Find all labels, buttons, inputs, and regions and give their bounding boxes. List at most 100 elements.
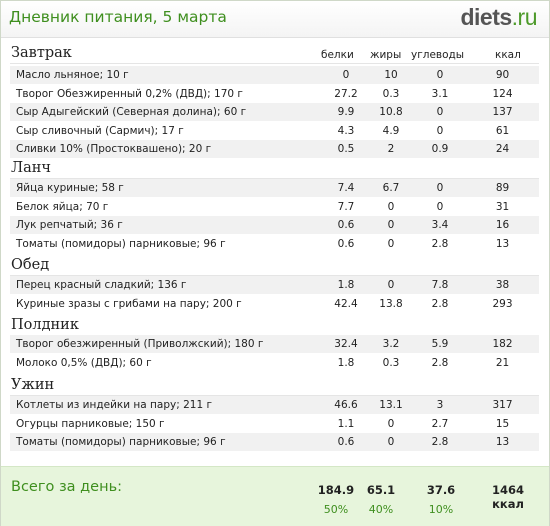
header-bar: Дневник питания, 5 марта diets.ru: [1, 1, 549, 38]
fat-value: 0: [387, 436, 395, 448]
kcal-value: 13: [495, 436, 510, 448]
fat-value: 0: [387, 200, 395, 213]
food-row: Лук репчатый; 36 г 0.6 0 3.4 16: [10, 216, 539, 234]
food-name: Куриные зразы с грибами на пару; 200 г: [16, 297, 242, 310]
kcal-value: 90: [495, 69, 510, 81]
page-title: Дневник питания, 5 марта: [9, 8, 227, 26]
protein-value: 0.6: [337, 237, 355, 250]
protein-value: 0: [342, 69, 350, 81]
kcal-value: 31: [495, 200, 510, 213]
kcal-value: 317: [492, 399, 513, 411]
food-name: Яйца куриные; 58 г: [16, 182, 124, 194]
protein-value: 32.4: [334, 338, 358, 350]
meal-divider: [10, 63, 539, 64]
fat-value: 13.8: [379, 297, 403, 310]
carbs-percent: 10%: [428, 503, 454, 516]
column-header-carbs: углеводы: [411, 49, 465, 61]
carbs-value: 0.9: [431, 143, 449, 155]
carbs-value: 2.7: [431, 417, 449, 430]
total-fat: 65.1: [366, 483, 396, 497]
total-protein: 184.9: [317, 483, 355, 497]
protein-value: 0.6: [337, 436, 355, 448]
meal-title: Ланч: [11, 160, 51, 176]
kcal-value: 24: [495, 143, 510, 155]
food-row: Перец красный сладкий; 136 г 1.8 0 7.8 38: [10, 276, 539, 294]
kcal-value: 89: [495, 182, 510, 194]
food-name: Белок яйца; 70 г: [16, 200, 109, 213]
fat-value: 10.8: [379, 106, 403, 118]
food-row: Творог обезжиренный (Приволжский); 180 г…: [10, 335, 539, 353]
kcal-value: 61: [495, 124, 510, 137]
kcal-value: 16: [495, 219, 510, 231]
carbs-value: 2.8: [431, 237, 449, 250]
food-name: Перец красный сладкий; 136 г: [16, 279, 187, 291]
food-name: Сливки 10% (Простоквашено); 20 г: [16, 143, 212, 155]
protein-value: 1.8: [337, 356, 355, 369]
site-logo[interactable]: diets.ru: [460, 4, 537, 31]
kcal-value: 38: [495, 279, 510, 291]
fat-value: 0: [387, 417, 395, 430]
kcal-value: 15: [495, 417, 510, 430]
fat-value: 3.2: [382, 338, 400, 350]
food-name: Масло льняное; 10 г: [16, 69, 129, 81]
total-kcal: 1464 ккал: [491, 483, 524, 511]
protein-value: 0.5: [337, 143, 355, 155]
logo-tld: .ru: [511, 4, 538, 30]
protein-value: 42.4: [334, 297, 358, 310]
food-row: Молоко 0,5% (ДВД); 60 г 1.8 0.3 2.8 21: [10, 354, 539, 372]
meal-divider: [10, 395, 539, 396]
food-row: Сыр Адыгейский (Северная долина); 60 г 9.…: [10, 103, 539, 121]
protein-value: 1.1: [337, 417, 355, 430]
meal-title: Обед: [11, 257, 50, 273]
column-header-kcal: ккал: [495, 49, 521, 61]
protein-value: 7.4: [337, 182, 355, 194]
food-row: Белок яйца; 70 г 7.7 0 0 31: [10, 198, 539, 216]
kcal-value: 13: [495, 237, 510, 250]
fat-value: 0: [387, 279, 395, 291]
food-name: Томаты (помидоры) парниковые; 96 г: [16, 436, 226, 448]
carbs-value: 2.8: [431, 356, 449, 369]
food-name: Сыр сливочный (Сармич); 17 г: [16, 124, 184, 137]
carbs-value: 3.1: [431, 87, 449, 100]
food-row: Творог Обезжиренный 0,2% (ДВД); 170 г 27.…: [10, 85, 539, 103]
food-name: Котлеты из индейки на пару; 211 г: [16, 399, 212, 411]
total-carbs: 37.6: [426, 483, 456, 497]
meal-title: Полдник: [11, 317, 79, 333]
fat-value: 2: [387, 143, 395, 155]
carbs-value: 3: [436, 399, 444, 411]
carbs-value: 2.8: [431, 436, 449, 448]
meal-title: Ужин: [11, 377, 55, 393]
daily-totals: Всего за день: 184.9 65.1 37.6 1464 ккал…: [1, 466, 549, 526]
carbs-value: 7.8: [431, 279, 449, 291]
food-name: Лук репчатый; 36 г: [16, 219, 123, 231]
fat-value: 0: [387, 237, 395, 250]
meal-title: Завтрак: [11, 45, 72, 61]
kcal-value: 21: [495, 356, 510, 369]
food-name: Сыр Адыгейский (Северная долина); 60 г: [16, 106, 247, 118]
carbs-value: 5.9: [431, 338, 449, 350]
meal-divider: [10, 178, 539, 179]
protein-value: 46.6: [334, 399, 358, 411]
kcal-value: 182: [492, 338, 513, 350]
protein-percent: 50%: [323, 503, 349, 516]
food-row: Огурцы парниковые; 150 г 1.1 0 2.7 15: [10, 415, 539, 433]
food-row: Сливки 10% (Простоквашено); 20 г 0.5 2 0.9 2…: [10, 140, 539, 158]
food-row: Томаты (помидоры) парниковые; 96 г 0.6 0 2.…: [10, 433, 539, 451]
food-row: Масло льняное; 10 г 0 10 0 90: [10, 66, 539, 84]
carbs-value: 0: [436, 182, 444, 194]
kcal-value: 137: [492, 106, 513, 118]
fat-value: 6.7: [382, 182, 400, 194]
fat-value: 0: [387, 219, 395, 231]
food-row: Сыр сливочный (Сармич); 17 г 4.3 4.9 0 61: [10, 122, 539, 140]
carbs-value: 0: [436, 69, 444, 81]
protein-value: 9.9: [337, 106, 355, 118]
food-name: Томаты (помидоры) парниковые; 96 г: [16, 237, 226, 250]
kcal-value: 124: [492, 87, 513, 100]
fat-value: 13.1: [379, 399, 403, 411]
carbs-value: 3.4: [431, 219, 449, 231]
kcal-value: 293: [492, 297, 513, 310]
logo-main: diets: [460, 4, 512, 30]
food-name: Огурцы парниковые; 150 г: [16, 417, 165, 430]
food-row: Яйца куриные; 58 г 7.4 6.7 0 89: [10, 179, 539, 197]
